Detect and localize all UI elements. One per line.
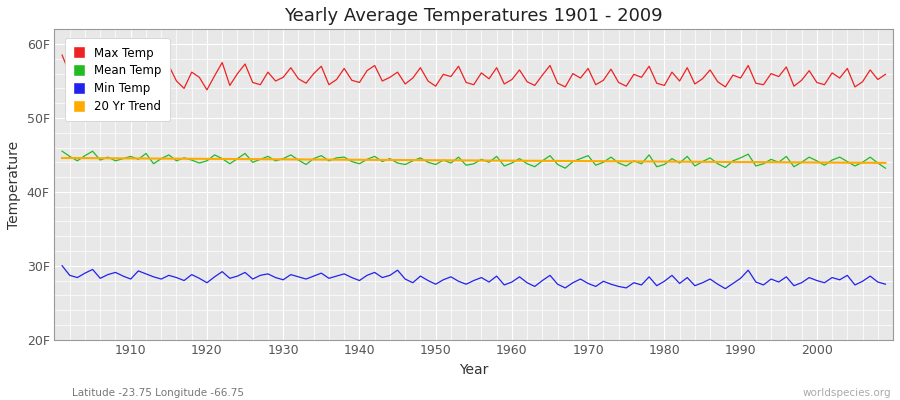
X-axis label: Year: Year xyxy=(459,363,489,377)
Text: worldspecies.org: worldspecies.org xyxy=(803,388,891,398)
Y-axis label: Temperature: Temperature xyxy=(7,140,21,228)
Text: Latitude -23.75 Longitude -66.75: Latitude -23.75 Longitude -66.75 xyxy=(72,388,244,398)
Title: Yearly Average Temperatures 1901 - 2009: Yearly Average Temperatures 1901 - 2009 xyxy=(284,7,663,25)
Legend: Max Temp, Mean Temp, Min Temp, 20 Yr Trend: Max Temp, Mean Temp, Min Temp, 20 Yr Tre… xyxy=(65,38,170,121)
